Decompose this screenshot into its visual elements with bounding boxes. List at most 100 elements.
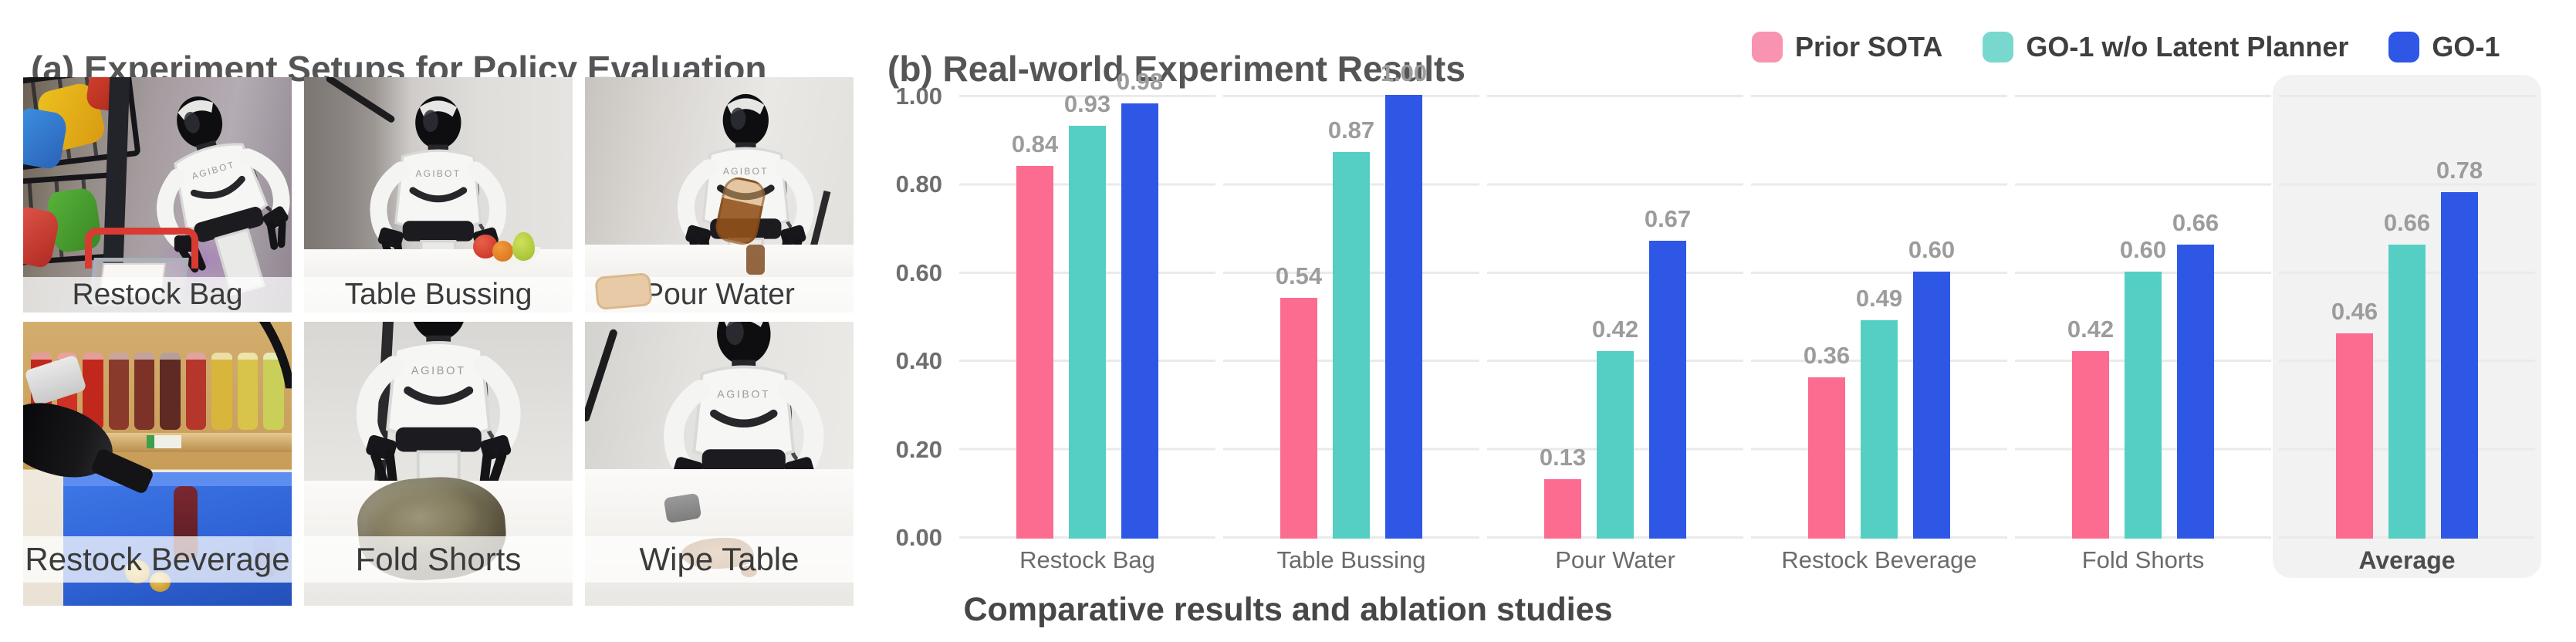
photo-label: Restock Beverage [23, 536, 292, 583]
legend-label: Prior SOTA [1795, 31, 1943, 63]
legend-item-go-1-w-o-latent-planner: GO-1 w/o Latent Planner [1983, 31, 2348, 63]
plot-area: 0.36 0.49 0.60 [1751, 95, 2007, 539]
bar-value-label: 0.13 [1539, 443, 1587, 471]
photo-label-text: Pour Water [644, 278, 795, 311]
x-axis-label-fold-shorts: Fold Shorts [2081, 546, 2205, 573]
bar-prior-sota-restock-bag: 0.84 [1012, 130, 1058, 539]
fish-coaster [594, 272, 653, 310]
bar-value-label: 0.78 [2436, 156, 2483, 184]
panel-b-title: (b) Real-world Experiment Results [887, 49, 1465, 90]
bar-prior-sota-restock-beverage: 0.36 [1804, 342, 1850, 539]
photo-label: Wipe Table [585, 536, 854, 583]
sponge [664, 492, 702, 523]
bar-prior-sota-average: 0.46 [2331, 298, 2378, 539]
plot-area: 0.54 0.87 1.00 [1223, 59, 1479, 539]
x-axis-label-restock-bag: Restock Bag [1019, 546, 1155, 573]
bar-value-label: 0.84 [1011, 130, 1059, 157]
legend-label: GO-1 [2432, 31, 2500, 63]
bar-value-label: 0.87 [1327, 117, 1375, 144]
can [237, 353, 259, 430]
y-tick-label: 0.60 [895, 258, 942, 286]
bar-chart: 1.00 0.80 0.60 0.40 0.20 0.00 0.84 0.93 0.98 Res… [876, 59, 2541, 578]
fruit-pear [512, 232, 536, 261]
bar-value-label: 0.66 [2383, 209, 2431, 237]
bar-go-1-w-o-latent-planner-average: 0.66 [2384, 209, 2430, 539]
bar-value-label: 0.42 [1591, 315, 1639, 343]
y-tick-label: 1.00 [895, 83, 942, 110]
shopping-cart [85, 228, 198, 306]
bar-value-label: 0.36 [1803, 342, 1851, 370]
bar-value-label: 0.67 [1644, 204, 1692, 232]
photo-table-bussing: Table Bussing [304, 77, 573, 313]
bar-go-1-w-o-latent-planner-fold-shorts: 0.60 [2120, 236, 2166, 539]
x-axis-label-pour-water: Pour Water [1555, 546, 1675, 573]
bar-go-1-w-o-latent-planner-restock-bag: 0.93 [1064, 90, 1111, 539]
bar-value-label: 1.00 [1380, 59, 1428, 86]
cup [745, 244, 766, 275]
chart-group-pour-water: 0.13 0.42 0.67 Pour Water [1487, 95, 1743, 575]
bar-value-label: 0.46 [2331, 297, 2378, 325]
bar-prior-sota-table-bussing: 0.54 [1276, 262, 1322, 539]
plot-area: 0.84 0.93 0.98 [959, 68, 1215, 539]
photo-restock-bag: Restock Bag [23, 77, 292, 313]
chart-group-restock-bag: 0.84 0.93 0.98 Restock Bag [959, 68, 1215, 575]
legend-swatch [2388, 32, 2420, 63]
photo-label: Table Bussing [304, 277, 573, 313]
photo-label-text: Restock Beverage [25, 541, 290, 577]
photo-label: Fold Shorts [304, 536, 573, 583]
bar-value-label: 0.49 [1855, 284, 1903, 312]
photo-label: Restock Bag [23, 277, 292, 313]
can [160, 353, 181, 430]
plot-area: 0.13 0.42 0.67 [1487, 95, 1743, 539]
chart-plot: 0.84 0.93 0.98 Restock Bag 0.54 0.87 1.00 Table… [959, 59, 2541, 578]
bar-go-1-restock-bag: 0.98 [1117, 68, 1163, 539]
photo-label-text: Table Bussing [344, 278, 532, 311]
chart-group-average: 0.46 0.66 0.78 Average [2273, 75, 2541, 578]
legend-item-prior-sota: Prior SOTA [1752, 31, 1942, 63]
plot-area: 0.46 0.66 0.78 [2279, 95, 2535, 539]
x-axis-label-table-bussing: Table Bussing [1276, 546, 1426, 573]
bar-prior-sota-pour-water: 0.13 [1540, 444, 1586, 539]
photo-label-text: Restock Bag [72, 278, 243, 311]
bar-value-label: 0.60 [2119, 235, 2167, 263]
photo-label-text: Fold Shorts [355, 541, 522, 577]
chart-group-table-bussing: 0.54 0.87 1.00 Table Bussing [1223, 59, 1479, 575]
cart-handle [85, 228, 198, 269]
bar-value-label: 0.98 [1116, 68, 1164, 96]
bar-value-label: 0.60 [1908, 235, 1956, 263]
legend-label: GO-1 w/o Latent Planner [2026, 31, 2349, 63]
bar-value-label: 0.93 [1063, 90, 1111, 118]
x-axis-label-restock-beverage: Restock Beverage [1781, 546, 1977, 573]
bar-value-label: 0.54 [1275, 262, 1323, 290]
y-tick-label: 0.80 [895, 171, 942, 198]
y-tick-label: 0.20 [895, 435, 942, 463]
can [134, 353, 155, 430]
bar-value-label: 0.66 [2172, 209, 2219, 237]
photo-wipe-table: Wipe Table [585, 322, 854, 606]
bar-go-1-fold-shorts: 0.66 [2172, 209, 2219, 539]
figure-caption: Comparative results and ablation studies [963, 591, 1613, 628]
photo-restock-beverage: Restock Beverage [23, 322, 292, 606]
photo-fold-shorts: Fold Shorts [304, 322, 573, 606]
bar-go-1-table-bussing: 1.00 [1381, 59, 1427, 539]
legend-item-go-1: GO-1 [2388, 31, 2500, 63]
legend-swatch [1983, 32, 2014, 63]
fruit-orange [492, 241, 514, 262]
y-tick-label: 0.00 [895, 524, 942, 551]
bar-go-1-restock-beverage: 0.60 [1908, 236, 1955, 539]
bar-go-1-pour-water: 0.67 [1645, 205, 1691, 539]
bar-go-1-w-o-latent-planner-table-bussing: 0.87 [1328, 117, 1374, 539]
photo-grid: Restock Bag Table Bussing [23, 77, 854, 606]
y-axis: 1.00 0.80 0.60 0.40 0.20 0.00 [876, 83, 942, 551]
chart-group-fold-shorts: 0.42 0.60 0.66 Fold Shorts [2015, 95, 2271, 575]
can [185, 353, 207, 430]
bar-go-1-average: 0.78 [2436, 157, 2483, 539]
x-axis-label-average: Average [2358, 546, 2456, 574]
chart-group-restock-beverage: 0.36 0.49 0.60 Restock Beverage [1751, 95, 2007, 575]
plot-area: 0.42 0.60 0.66 [2015, 95, 2271, 539]
mic-stand [585, 328, 618, 423]
bar-go-1-w-o-latent-planner-pour-water: 0.42 [1592, 316, 1638, 539]
can [263, 353, 284, 430]
price-tag [147, 435, 181, 448]
